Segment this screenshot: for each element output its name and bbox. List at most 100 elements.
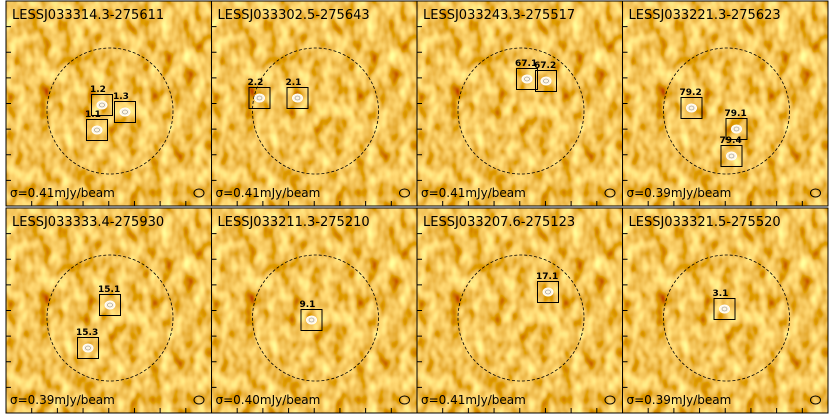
panel: 67.167.2LESSJ033243.3-275517σ=0.41mJy/be… (416, 0, 623, 207)
source-box (537, 281, 559, 303)
source-box (516, 68, 538, 90)
contour (686, 103, 697, 113)
contour (542, 287, 554, 297)
source-label: 1.3 (113, 92, 129, 102)
noise-level: σ=0.40mJy/beam (216, 393, 321, 407)
panel: 3.1 LESSJ033321.5-275520 σ=0.39mJy/beam (622, 207, 829, 414)
contour (94, 127, 100, 133)
source-box (725, 118, 748, 140)
source-box (99, 294, 121, 316)
primary-beam (663, 254, 790, 382)
primary-beam (663, 47, 790, 175)
source-label: 67.1 (515, 59, 537, 69)
source-label: 79.2 (680, 88, 702, 98)
source-label: 1.2 (90, 85, 106, 95)
source-box (77, 337, 99, 359)
noise-map (211, 208, 417, 413)
noise-level: σ=0.39mJy/beam (627, 393, 732, 407)
noise-map (211, 1, 417, 206)
contour (731, 124, 742, 134)
source-box (720, 145, 743, 167)
source-box (248, 87, 271, 109)
primary-beam (457, 47, 585, 175)
contour (104, 300, 116, 310)
beam (810, 188, 821, 198)
noise-level: σ=0.41mJy/beam (421, 186, 526, 200)
contour (540, 76, 552, 86)
source-label: 17.1 (536, 272, 558, 282)
contour (99, 102, 105, 108)
source-box (300, 309, 323, 331)
panel-image: 3.1 (622, 208, 828, 413)
panel-image: 9.1 (211, 208, 417, 413)
contour (721, 306, 728, 312)
noise-map (417, 1, 623, 206)
panel: 79.2 79.1 79.4 LESSJ033221.3-275623 σ=0.39mJ… (622, 0, 829, 207)
source-label: 9.1 (300, 300, 316, 310)
contour (82, 343, 94, 353)
contour (122, 109, 128, 115)
panel-title: LESSJ033243.3-275517 (423, 8, 575, 23)
primary-beam (252, 47, 379, 175)
contour (545, 289, 551, 295)
noise-map (6, 1, 212, 206)
panel-title: LESSJ033321.5-275520 (629, 215, 781, 230)
contour (119, 107, 131, 117)
noise-level: σ=0.39mJy/beam (627, 186, 732, 200)
source-box (91, 94, 113, 116)
noise-map (417, 208, 623, 413)
panel: 2.2 2.1 LESSJ033302.5-275643 σ=0.41mJy/beam (211, 0, 418, 207)
contour (524, 76, 530, 82)
panel-title: LESSJ033333.4-275930 (12, 215, 164, 230)
primary-beam (252, 254, 379, 382)
panel: 15.1 15.3 LESSJ033333.4-275930 σ=0.39mJy/be… (5, 207, 212, 414)
contour (728, 153, 735, 159)
contour (308, 317, 315, 323)
noise-map (6, 208, 212, 413)
primary-beam (46, 47, 174, 175)
beam (604, 395, 616, 405)
source-label: 3.1 (713, 289, 729, 299)
noise-level: σ=0.41mJy/beam (216, 186, 321, 200)
contour (306, 315, 317, 325)
panel-title: LESSJ033314.3-275611 (12, 8, 164, 23)
beam (193, 188, 205, 198)
contour (719, 304, 730, 314)
panel-title: LESSJ033211.3-275210 (218, 215, 370, 230)
source-box (535, 70, 557, 92)
panel-image: 2.2 2.1 (211, 1, 417, 206)
contour (91, 125, 103, 135)
source-label: 79.1 (725, 109, 747, 119)
source-label: 2.2 (248, 78, 264, 88)
source-label: 15.1 (98, 285, 120, 295)
panel-image: 67.167.2 (417, 1, 623, 206)
source-box (286, 87, 309, 109)
noise-level: σ=0.41mJy/beam (421, 393, 526, 407)
beam (399, 188, 410, 198)
panel: 17.1 LESSJ033207.6-275123 σ=0.41mJy/beam (416, 207, 623, 414)
panel-title: LESSJ033302.5-275643 (218, 8, 370, 23)
panel-title: LESSJ033221.3-275623 (629, 8, 781, 23)
contour (543, 78, 549, 84)
noise-map (622, 1, 828, 206)
source-box (680, 97, 703, 119)
source-label: 2.1 (286, 78, 302, 88)
contour (521, 74, 533, 84)
beam (604, 188, 616, 198)
primary-beam (457, 254, 585, 382)
contour (96, 100, 108, 110)
source-label: 15.3 (76, 328, 98, 338)
contour (254, 93, 265, 103)
source-box (86, 119, 108, 141)
contour (294, 95, 301, 101)
contour (85, 345, 91, 351)
beam (399, 395, 410, 405)
source-label: 67.2 (534, 61, 556, 71)
panel: 1.2 1.3 1.1 LESSJ033314.3-275611 σ=0.41mJy/b… (5, 0, 212, 207)
noise-level: σ=0.41mJy/beam (10, 186, 115, 200)
panel-title: LESSJ033207.6-275123 (423, 215, 575, 230)
contour (107, 302, 113, 308)
source-box (713, 298, 736, 320)
contour (256, 95, 263, 101)
